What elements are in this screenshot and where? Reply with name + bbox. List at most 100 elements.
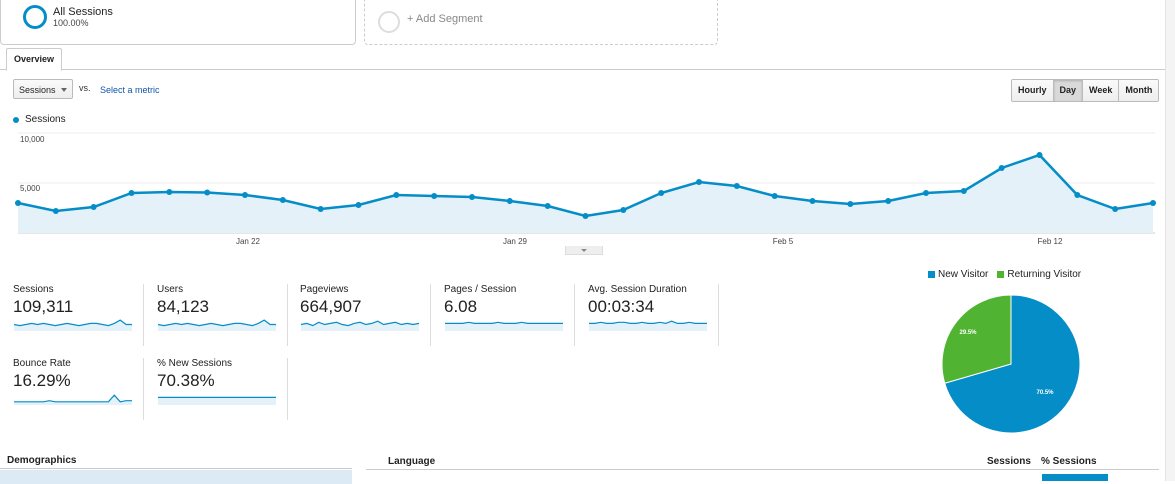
- sessions-point-5[interactable]: [204, 189, 211, 196]
- sessions-point-1[interactable]: [52, 208, 59, 214]
- metric-card-users[interactable]: Users 84,123: [157, 284, 288, 346]
- sessions-point-30[interactable]: [1150, 200, 1156, 206]
- granularity-week-button[interactable]: Week: [1082, 80, 1119, 101]
- segment-ring-icon: [23, 5, 47, 29]
- sessions-point-20[interactable]: [771, 193, 778, 199]
- language-column: Language: [388, 456, 436, 467]
- sparkline-line: [300, 320, 420, 327]
- add-segment-button[interactable]: + Add Segment: [364, 0, 718, 45]
- sessions-point-16[interactable]: [620, 207, 627, 213]
- metric-value: 16.29%: [13, 371, 71, 390]
- tab-divider: [0, 69, 1165, 70]
- chevron-down-icon: [581, 249, 587, 252]
- metric-card-pageviews[interactable]: Pageviews 664,907: [300, 284, 431, 346]
- metric-card-bounce-rate[interactable]: Bounce Rate 16.29%: [13, 358, 144, 420]
- sessions-point-0[interactable]: [15, 200, 21, 206]
- sessions-point-17[interactable]: [658, 190, 665, 196]
- metric-card-new-sessions[interactable]: % New Sessions 70.38%: [157, 358, 288, 420]
- pie-legend: New Visitor Returning Visitor: [928, 269, 1081, 280]
- metric-card-sessions[interactable]: Sessions 109,311: [13, 284, 144, 346]
- metric-title: Pageviews: [300, 284, 349, 295]
- sessions-point-4[interactable]: [166, 189, 173, 195]
- metric-dropdown-label: Sessions: [19, 85, 56, 95]
- metric-title: Pages / Session: [444, 284, 517, 295]
- pie-legend-label: New Visitor: [938, 269, 989, 280]
- sessions-line-chart[interactable]: 10,000 5,000 Jan 22 Jan 29 Feb 5 Feb 12: [0, 128, 1160, 248]
- sessions-point-6[interactable]: [242, 192, 248, 198]
- metric-value: 84,123: [157, 297, 209, 316]
- segment-all-sessions[interactable]: All Sessions 100.00%: [0, 0, 356, 45]
- pie-label-new-visitor: 70.5%: [1036, 390, 1054, 396]
- sparkline: [589, 320, 707, 331]
- segment-title: All Sessions: [53, 6, 113, 18]
- sparkline-line: [157, 319, 276, 327]
- sessions-point-21[interactable]: [809, 198, 816, 204]
- granularity-hourly-button[interactable]: Hourly: [1012, 80, 1053, 101]
- legend-sessions-label: Sessions: [25, 114, 66, 125]
- language-table-header: Language Sessions % Sessions: [366, 455, 1159, 470]
- x-tick-feb5: Feb 5: [773, 237, 794, 246]
- granularity-month-button[interactable]: Month: [1118, 80, 1159, 101]
- sessions-point-28[interactable]: [1074, 192, 1081, 198]
- page-scrollbar[interactable]: [1165, 0, 1175, 481]
- pie-slice-returning-visitor: [941, 294, 1012, 384]
- sessions-point-2[interactable]: [90, 204, 97, 210]
- metric-dropdown[interactable]: Sessions: [13, 79, 73, 99]
- granularity-toggle: Hourly Day Week Month: [1011, 79, 1160, 102]
- sessions-point-29[interactable]: [1112, 206, 1119, 212]
- metric-title: % New Sessions: [157, 358, 233, 369]
- metric-card-pages-per-session[interactable]: Pages / Session 6.08: [444, 284, 575, 346]
- sparkline-area: [14, 320, 132, 331]
- sessions-point-13[interactable]: [506, 198, 513, 204]
- metric-title: Users: [157, 284, 184, 295]
- sessions-point-23[interactable]: [885, 198, 892, 204]
- sparkline-area: [445, 322, 563, 331]
- sessions-point-25[interactable]: [960, 188, 967, 194]
- sparkline: [158, 396, 276, 405]
- sparkline-area: [14, 395, 132, 405]
- sessions-point-27[interactable]: [1036, 152, 1043, 158]
- sessions-points: [15, 152, 1156, 219]
- sparkline: [14, 394, 132, 405]
- metric-card-avg-session-duration[interactable]: Avg. Session Duration 00:03:34: [588, 284, 719, 346]
- pie-legend-new-visitor[interactable]: New Visitor: [928, 269, 988, 280]
- select-metric-link[interactable]: Select a metric: [100, 85, 160, 95]
- sessions-point-3[interactable]: [128, 190, 135, 196]
- sessions-point-26[interactable]: [998, 165, 1005, 171]
- pie-label-returning-visitor: 29.5%: [959, 330, 977, 336]
- segment-percent: 100.00%: [53, 18, 89, 28]
- pct-sessions-column[interactable]: % Sessions: [1041, 456, 1097, 467]
- returning-visitor-swatch-icon: [997, 271, 1005, 278]
- sparkline-line: [589, 320, 707, 325]
- sparkline-area: [158, 397, 276, 405]
- y-tick-10000: 10,000: [20, 135, 45, 144]
- visitor-pie-chart[interactable]: 70.5% 29.5%: [940, 293, 1082, 435]
- sessions-point-12[interactable]: [469, 194, 475, 200]
- add-segment-label: + Add Segment: [407, 13, 483, 25]
- x-tick-jan22: Jan 22: [236, 237, 261, 246]
- sessions-point-22[interactable]: [847, 201, 854, 207]
- sparkline-area: [158, 320, 276, 331]
- sessions-point-14[interactable]: [544, 203, 551, 209]
- pie-legend-returning-visitor[interactable]: Returning Visitor: [997, 269, 1081, 280]
- demographics-row-language[interactable]: [0, 470, 352, 484]
- sparkline: [445, 321, 563, 331]
- y-tick-5000: 5,000: [20, 184, 41, 193]
- vs-label: vs.: [79, 83, 91, 93]
- sparkline-line: [445, 321, 563, 325]
- tab-overview[interactable]: Overview: [6, 48, 62, 71]
- sessions-point-7[interactable]: [279, 197, 286, 203]
- sessions-point-8[interactable]: [317, 206, 324, 212]
- sessions-point-11[interactable]: [431, 193, 438, 199]
- new-visitor-swatch-icon: [928, 271, 935, 278]
- sessions-point-24[interactable]: [923, 190, 929, 196]
- sessions-point-10[interactable]: [393, 192, 400, 198]
- granularity-day-button[interactable]: Day: [1052, 80, 1083, 101]
- sessions-column[interactable]: Sessions: [987, 456, 1031, 467]
- chart-collapse-handle[interactable]: [565, 246, 603, 255]
- sessions-point-9[interactable]: [355, 202, 362, 208]
- metric-value: 6.08: [444, 297, 478, 316]
- sessions-point-15[interactable]: [582, 213, 589, 219]
- sessions-point-18[interactable]: [696, 179, 702, 185]
- sessions-point-19[interactable]: [733, 183, 740, 189]
